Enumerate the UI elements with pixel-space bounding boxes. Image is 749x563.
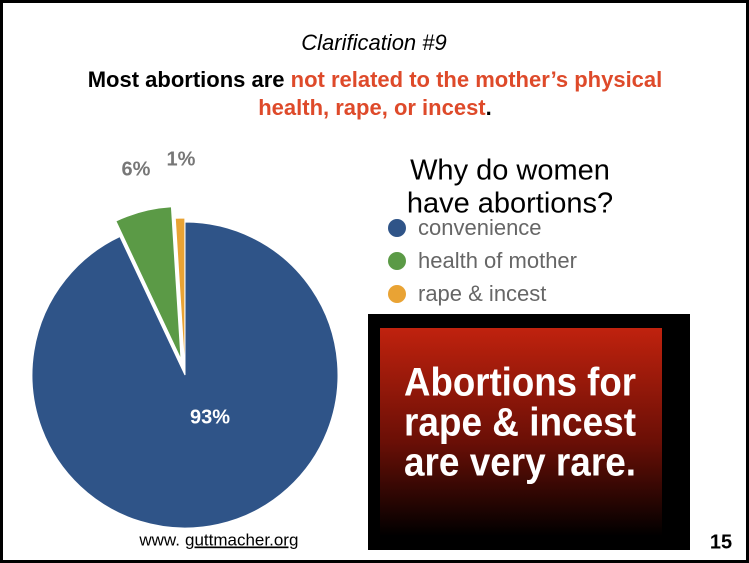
legend-swatch (388, 285, 406, 303)
pie-slice (174, 217, 186, 372)
legend-label: health of mother (418, 248, 577, 273)
legend-label: rape & incest (418, 281, 546, 306)
headline: Most abortions are not related to the mo… (60, 66, 690, 122)
legend-title: Why do women (410, 155, 610, 187)
pie-slice (115, 206, 182, 360)
headline-lead: Most abortions are (87, 67, 285, 92)
source-link[interactable]: guttmacher.org (185, 530, 298, 549)
slice-label: 93% (190, 406, 230, 428)
slice-label: 1% (167, 148, 196, 170)
callout-text: rape & incest (404, 401, 636, 445)
callout-text: are very rare. (404, 441, 636, 485)
source-prefix: www. (138, 530, 180, 549)
slice-label: 6% (122, 158, 151, 180)
legend-swatch (388, 219, 406, 237)
page-number: 15 (710, 531, 732, 553)
headline-highlight: not related to the mother’s physical hea… (258, 67, 663, 120)
legend-swatch (388, 252, 406, 270)
callout-text: Abortions for (404, 361, 636, 405)
callout-box (380, 328, 662, 536)
legend-title: have abortions? (407, 188, 613, 220)
pie-slice (31, 221, 339, 529)
slide-title: Clarification #9 (301, 30, 447, 55)
headline-end: . (485, 95, 492, 120)
legend-label: convenience (418, 215, 542, 240)
